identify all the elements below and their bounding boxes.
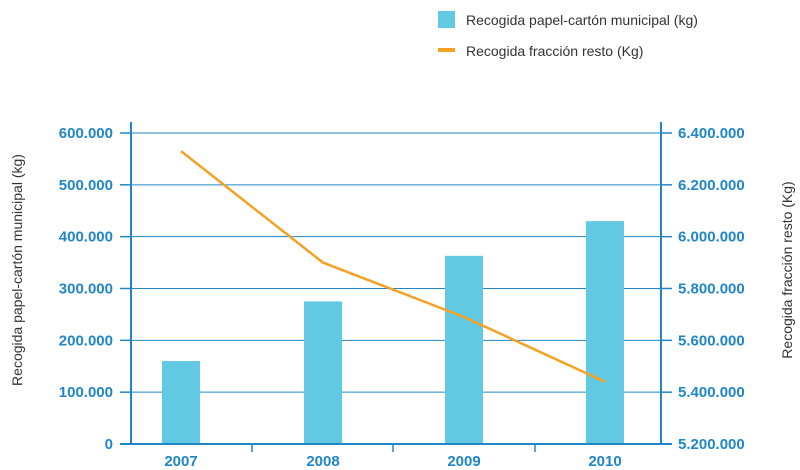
right-tick-label: 5.600.000: [678, 332, 745, 349]
x-tick-label: 2009: [447, 453, 480, 470]
right-tick-label: 5.200.000: [678, 436, 745, 453]
left-tick-label: 400.000: [59, 229, 113, 246]
left-tick-label: 500.000: [59, 177, 113, 194]
x-tick-label: 2007: [164, 453, 197, 470]
legend-line-swatch: [438, 48, 455, 52]
right-tick-label: 6.200.000: [678, 177, 745, 194]
left-tick-label: 0: [105, 436, 113, 453]
right-tick-label: 5.400.000: [678, 384, 745, 401]
bar-2009: [445, 255, 483, 444]
axes: [120, 122, 672, 452]
bars: [162, 221, 624, 444]
legend: Recogida papel-cartón municipal (kg) Rec…: [438, 11, 698, 59]
line-fraccion-resto: [180, 150, 606, 383]
legend-line-label: Recogida fracción resto (Kg): [466, 43, 643, 59]
right-tick-label: 5.800.000: [678, 281, 745, 298]
x-tick-label: 2008: [306, 453, 339, 470]
left-axis-tick-labels: 0 100.000 200.000 300.000 400.000 500.000 600.…: [59, 125, 113, 453]
bar-2010: [586, 221, 624, 444]
left-tick-label: 300.000: [59, 281, 113, 298]
left-tick-label: 600.000: [59, 125, 113, 142]
bar-2007: [162, 361, 200, 444]
legend-bar-swatch: [438, 11, 455, 28]
left-tick-label: 100.000: [59, 384, 113, 401]
bar-2008: [304, 301, 342, 444]
x-axis-tick-labels: 2007 2008 2009 2010: [164, 453, 621, 470]
x-tick-label: 2010: [588, 453, 621, 470]
left-axis-title: Recogida papel-cartón municipal (kg): [9, 154, 25, 386]
left-tick-label: 200.000: [59, 332, 113, 349]
gridlines: [131, 132, 661, 445]
legend-bar-label: Recogida papel-cartón municipal (kg): [466, 12, 698, 28]
right-axis-title: Recogida fracción resto (Kg): [779, 181, 795, 358]
right-tick-label: 6.400.000: [678, 125, 745, 142]
right-axis-tick-labels: 5.200.000 5.400.000 5.600.000 5.800.000 6.00…: [678, 125, 745, 453]
line-series: [180, 150, 606, 383]
right-tick-label: 6.000.000: [678, 229, 745, 246]
